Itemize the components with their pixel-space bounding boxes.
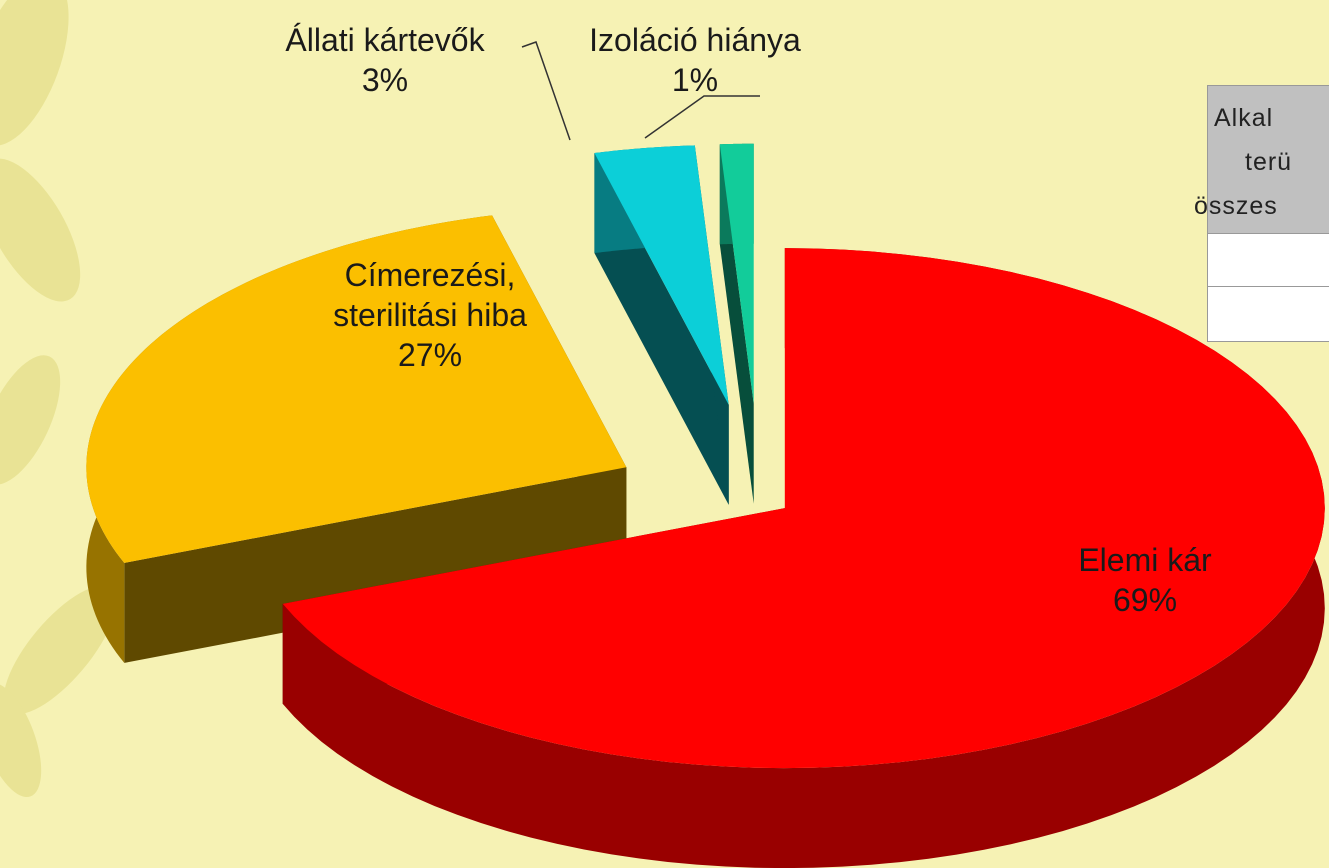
slice-top xyxy=(594,145,729,405)
value-label: 1% xyxy=(671,62,719,98)
table-row xyxy=(1208,286,1329,339)
slice-top xyxy=(719,143,754,404)
value-label: 27% xyxy=(397,337,463,373)
slice-side xyxy=(124,467,627,663)
category-label: Címerezési, sterilitási hiba xyxy=(333,257,527,333)
slice-label: Elemi kár 69% xyxy=(1005,540,1285,620)
table: Alkal terü összes xyxy=(1194,85,1329,342)
leader-line xyxy=(521,41,571,141)
leaf-decoration xyxy=(0,0,117,798)
pie xyxy=(86,143,1325,868)
category-label: Állati kártevők xyxy=(285,22,485,58)
pie-slice xyxy=(282,248,1325,868)
category-label: Elemi kár xyxy=(1078,542,1212,578)
slice-top xyxy=(282,248,1325,769)
pie-slice xyxy=(719,143,754,504)
slice-label: Állati kártevők 3% xyxy=(245,20,525,100)
value-label: 3% xyxy=(361,62,409,98)
table-header-text: összes xyxy=(1194,192,1278,220)
leader-line xyxy=(644,95,760,139)
category-label: Izoláció hiánya xyxy=(589,22,801,58)
pie-slice xyxy=(86,215,627,663)
pie-slice xyxy=(594,145,729,505)
table-header-text: terü xyxy=(1245,148,1293,176)
table-row xyxy=(1208,233,1329,286)
table-header xyxy=(1208,86,1329,233)
slice-label: Címerezési, sterilitási hiba 27% xyxy=(290,255,570,375)
slice-top xyxy=(86,215,627,563)
slice-label: Izoláció hiánya 1% xyxy=(555,20,835,100)
value-label: 69% xyxy=(1112,582,1178,618)
table-header-text: Alkal xyxy=(1214,104,1274,132)
